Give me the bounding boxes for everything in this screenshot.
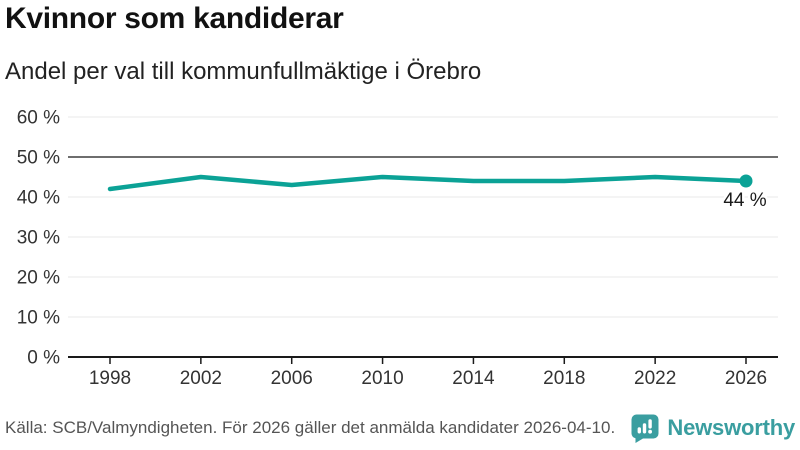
- source-note: Källa: SCB/Valmyndigheten. För 2026 gäll…: [5, 418, 616, 437]
- x-axis-label: 1998: [89, 368, 131, 389]
- y-axis-label: 60 %: [17, 108, 60, 129]
- y-axis-label: 20 %: [17, 268, 60, 289]
- y-axis-label: 50 %: [17, 148, 60, 169]
- newsworthy-icon: [631, 414, 659, 443]
- x-axis-label: 2018: [543, 368, 585, 389]
- logo-exclamation-dot: [648, 429, 653, 434]
- x-axis-label: 2006: [271, 368, 313, 389]
- footer: Källa: SCB/Valmyndigheten. För 2026 gäll…: [0, 410, 800, 450]
- trend-line: [107, 174, 749, 192]
- newsworthy-logo: Newsworthy: [630, 413, 795, 443]
- logo-bar-2: [643, 423, 647, 434]
- newsworthy-wordmark: Newsworthy: [667, 415, 795, 440]
- y-axis-label: 40 %: [17, 188, 60, 209]
- x-axis-label: 2002: [180, 368, 222, 389]
- logo-bar-1: [638, 427, 642, 434]
- line-chart: 0 % 10 % 20 % 30 % 40 % 50 % 60 % 1998 2002 2006 2…: [17, 108, 778, 389]
- last-point-label: 44 %: [723, 190, 766, 211]
- last-point-marker: [739, 174, 753, 188]
- x-axis-label: 2026: [725, 368, 767, 389]
- y-axis-label: 30 %: [17, 228, 60, 249]
- x-axis-label: 2014: [452, 368, 495, 389]
- y-axis-label: 10 %: [17, 308, 60, 329]
- y-axis-label: 0 %: [27, 348, 60, 369]
- logo-exclamation-stem: [648, 419, 653, 429]
- x-axis-label: 2022: [634, 368, 676, 389]
- x-axis-label: 2010: [361, 368, 403, 389]
- chart-subtitle: Andel per val till kommunfullmäktige i Ö…: [5, 58, 482, 85]
- chart-area: 0 % 10 % 20 % 30 % 40 % 50 % 60 % 1998 2002 2006 2…: [0, 95, 800, 405]
- chart-title: Kvinnor som kandiderar: [5, 2, 344, 35]
